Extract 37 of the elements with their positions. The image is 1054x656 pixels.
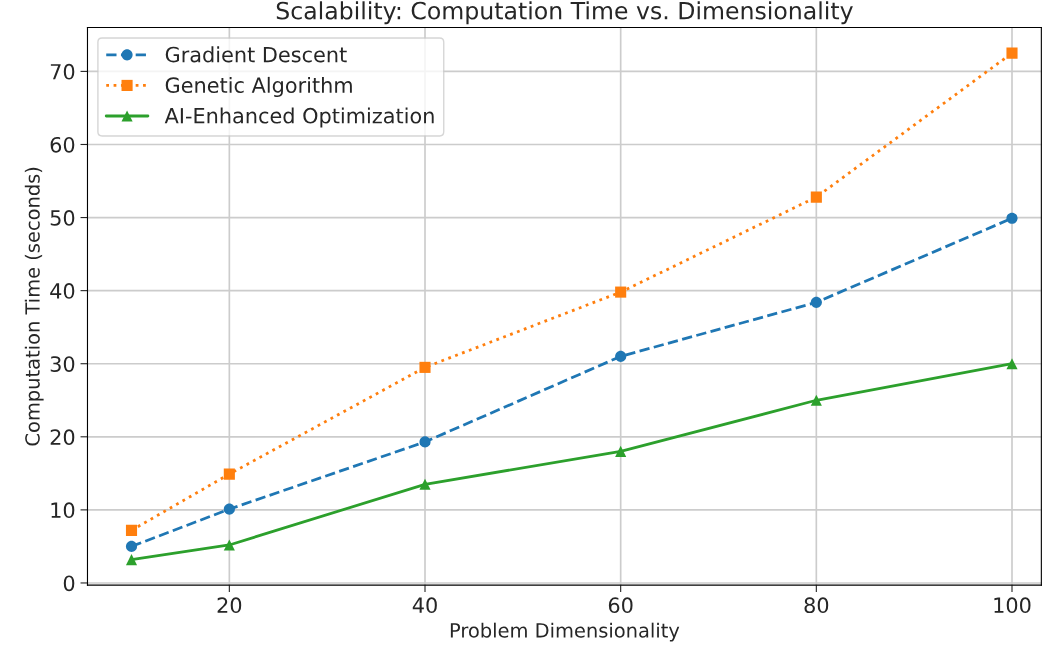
point xyxy=(1006,47,1018,59)
y-tick-label: 50 xyxy=(50,210,75,226)
chart-title: Scalability: Computation Time vs. Dimensionality xyxy=(276,1,853,25)
point xyxy=(615,286,627,298)
x-tick-label: 40 xyxy=(412,597,437,614)
point xyxy=(419,361,431,373)
point xyxy=(223,503,235,515)
x-tick-label: 20 xyxy=(217,597,242,614)
y-axis-title: Computation Time (seconds) xyxy=(24,167,44,446)
point xyxy=(223,539,235,551)
y-tick-label: 70 xyxy=(50,63,75,80)
y-tick-label: 0 xyxy=(63,575,75,592)
point xyxy=(419,436,431,448)
point xyxy=(810,394,822,406)
legend-label: AI-Enhanced Optimization xyxy=(164,107,434,128)
point xyxy=(125,554,138,566)
point xyxy=(810,296,822,308)
x-tick-label: 80 xyxy=(804,597,829,614)
y-tick-label: 60 xyxy=(50,136,75,153)
y-tick-label: 40 xyxy=(50,283,75,299)
point xyxy=(125,540,138,552)
point xyxy=(810,191,822,203)
y-tick-label: 10 xyxy=(51,502,75,519)
legend-label: Gradient Descent xyxy=(165,46,347,63)
point xyxy=(419,478,431,490)
x-tick-label: 100 xyxy=(994,597,1031,614)
x-axis-title: Problem Dimensionality xyxy=(450,622,680,642)
y-tick-label: 30 xyxy=(50,356,75,372)
y-tick-label: 20 xyxy=(50,429,75,446)
point xyxy=(615,445,627,457)
point xyxy=(1006,212,1018,224)
legend-label: Genetic Algorithm xyxy=(165,76,352,98)
point xyxy=(1006,358,1018,370)
x-tick-label: 60 xyxy=(608,597,633,614)
point xyxy=(615,350,627,362)
point xyxy=(223,468,235,480)
point xyxy=(125,524,138,536)
